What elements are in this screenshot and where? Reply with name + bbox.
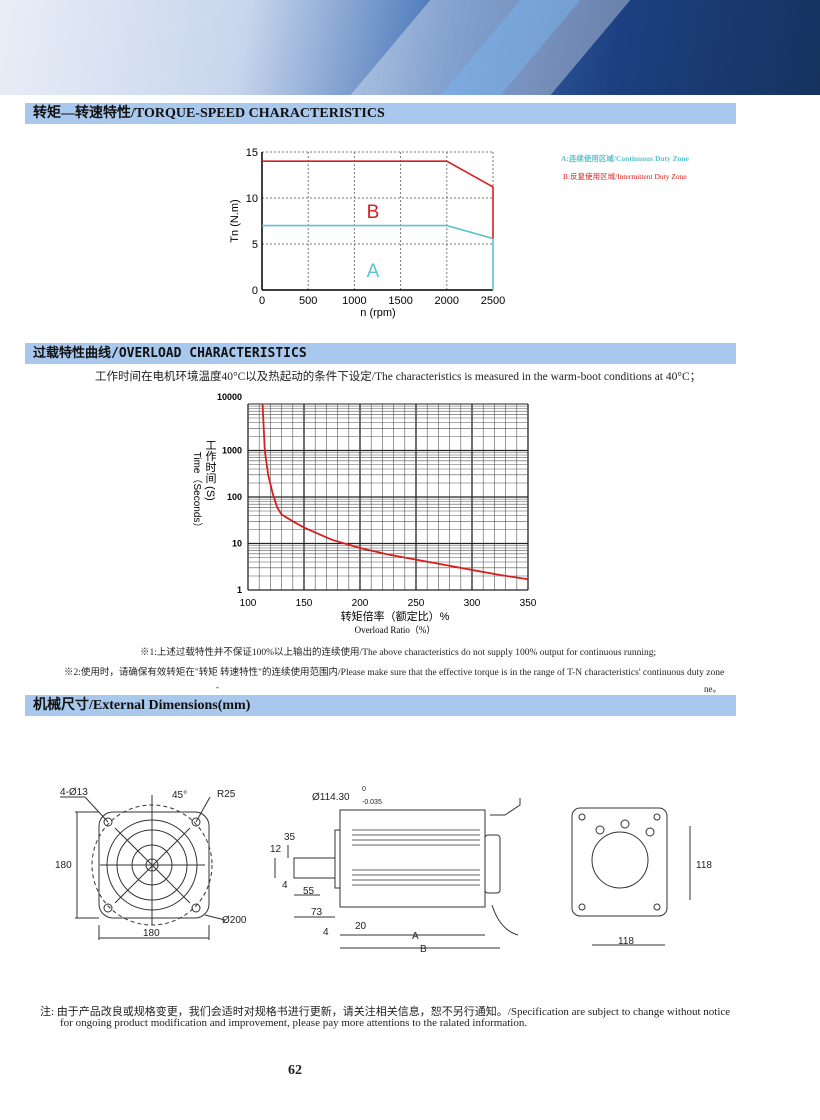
x-axis-label-en: Overload Ratio（%） (355, 625, 436, 635)
x-tick-label: 250 (408, 598, 425, 609)
x-tick-label: 300 (464, 598, 481, 609)
dim-A: A (412, 931, 419, 942)
x-tick-label: 200 (352, 598, 369, 609)
dim-front-width: 180 (143, 928, 160, 939)
dim-20: 20 (355, 921, 367, 932)
overload-chart: 100 150 200 250 300 350 1 10 100 1000 10000 转矩倍率（额定… (191, 392, 537, 635)
dim-holes: 4-Ø13 (60, 787, 88, 798)
section-header-torque: 转矩—转速特性/TORQUE-SPEED CHARACTERISTICS (25, 103, 736, 124)
note-dash: - (216, 682, 219, 692)
x-tick-label: 150 (296, 598, 313, 609)
dim-55: 55 (303, 886, 315, 897)
y-tick-label: 0 (252, 285, 258, 297)
section-header-dimensions: 机械尺寸/External Dimensions(mm) (25, 695, 736, 716)
x-tick-label: 2500 (481, 295, 505, 307)
x-tick-label: 500 (299, 295, 317, 307)
x-tick-label: 2000 (435, 295, 459, 307)
x-axis-label: n (rpm) (360, 307, 395, 319)
dim-rear-w: 118 (618, 936, 634, 947)
legend-continuous: A:连续使用区域/Continuous Duty Zone (561, 153, 690, 163)
y-tick-label: 15 (246, 147, 258, 159)
dim-4a: 4 (282, 880, 288, 891)
dim-12: 12 (270, 844, 282, 855)
x-tick-label: 1500 (388, 295, 412, 307)
dim-angle: 45° (172, 790, 187, 801)
dim-73: 73 (311, 907, 323, 918)
y-tick-label: 10 (246, 193, 258, 205)
y-axis-label: 工作时间 (S) (204, 439, 217, 501)
dim-radius: R25 (217, 789, 236, 800)
x-tick-label: 350 (520, 598, 537, 609)
note-tail: ne。 (704, 684, 722, 694)
footer-note-line1: 注: 由于产品改良或规格变更，我们会适时对规格书进行更新，请关注相关信息，恕不另… (40, 1006, 731, 1018)
x-tick-label: 0 (259, 295, 265, 307)
x-tick-label: 1000 (342, 295, 366, 307)
overload-intro: 工作时间在电机环境温度40°C以及热起动的条件下设定/The character… (95, 371, 702, 383)
dim-tol-upper: 0 (362, 786, 366, 793)
footer-note-line2: for ongoing product modification and imp… (60, 1017, 528, 1029)
zone-label-b: B (367, 202, 380, 223)
dim-front-height: 180 (55, 860, 72, 871)
dim-rear-h: 118 (696, 860, 712, 871)
zone-label-a: A (367, 261, 380, 282)
dim-tol-lower: -0.035 (362, 799, 382, 806)
dim-4b: 4 (323, 927, 329, 938)
header-banner (0, 0, 820, 95)
overload-curve (261, 403, 529, 581)
y-axis-label-en: Time（Seconds） (191, 452, 203, 533)
y-axis-label: Tn (N.m) (229, 199, 241, 242)
dim-35: 35 (284, 832, 296, 843)
dim-pilot: Ø114.30 (312, 792, 350, 803)
y-tick-label: 5 (252, 239, 258, 251)
y-tick-label: 1000 (222, 446, 242, 456)
series-line-A (262, 224, 494, 290)
y-tick-label: 100 (227, 492, 242, 502)
x-tick-label: 100 (240, 598, 257, 609)
series-line-B (262, 160, 494, 239)
dim-B: B (420, 944, 427, 955)
y-tick-label: 10000 (217, 392, 242, 402)
section-header-overload: 过载特性曲线/OVERLOAD CHARACTERISTICS (25, 343, 736, 364)
note-2: ※2:使用时，请确保有效转矩在"转矩 转速特性"的连续使用范围内/Please … (64, 668, 725, 678)
y-tick-label: 10 (232, 539, 242, 549)
y-tick-label: 1 (237, 585, 242, 595)
legend-intermittent: B:反复使用区域/Intermittent Duty Zone (563, 171, 687, 181)
page-number: 62 (288, 1063, 302, 1078)
note-1: ※1:上述过载特性并不保证100%以上输出的连续使用/The above cha… (140, 648, 657, 658)
dim-circle: Ø200 (222, 915, 247, 926)
x-axis-label: 转矩倍率（额定比）% (341, 609, 450, 623)
torque-speed-chart: 0 500 1000 1500 2000 2500 0 5 10 15 A Bn (rpm) Tn (N… (229, 147, 690, 319)
